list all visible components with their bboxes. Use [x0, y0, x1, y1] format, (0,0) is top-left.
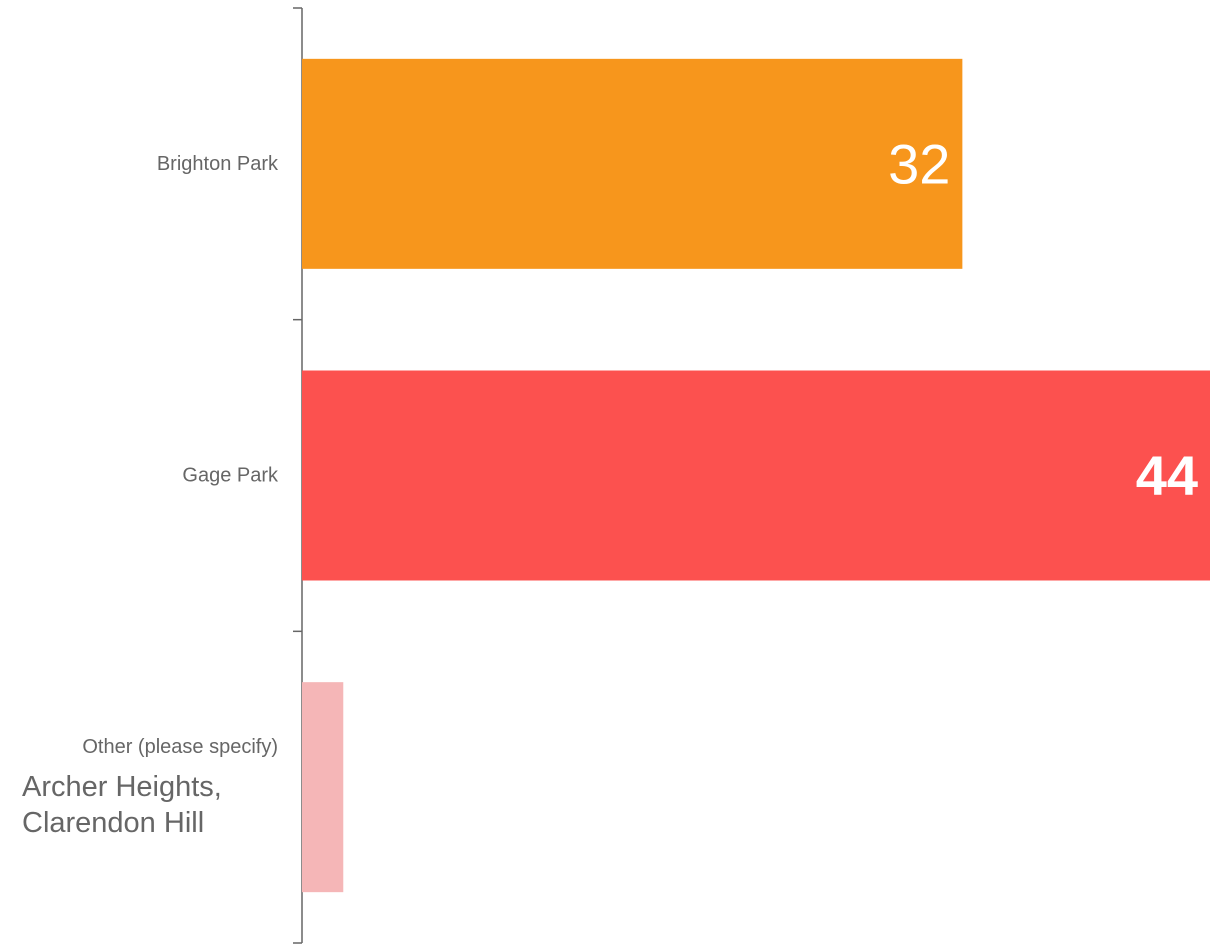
value-label-brighton-park: 32 [888, 132, 950, 195]
category-label-gage-park: Gage Park [182, 465, 279, 487]
bar-brighton-park [302, 58, 963, 269]
bar-group [302, 58, 1210, 893]
category-note-line-2: Clarendon Hill [22, 807, 204, 839]
category-label-other-please-specify: Other (please specify) [82, 736, 278, 758]
value-label-gage-park: 44 [1136, 444, 1198, 507]
bar-gage-park [302, 370, 1210, 581]
category-note-line-1: Archer Heights, [22, 771, 222, 803]
label-group: 32 Brighton Park 44 Gage Park Other (please … [22, 132, 1198, 839]
bar-other-please-specify [302, 682, 344, 893]
category-axis [293, 7, 303, 944]
category-label-brighton-park: Brighton Park [157, 153, 279, 175]
